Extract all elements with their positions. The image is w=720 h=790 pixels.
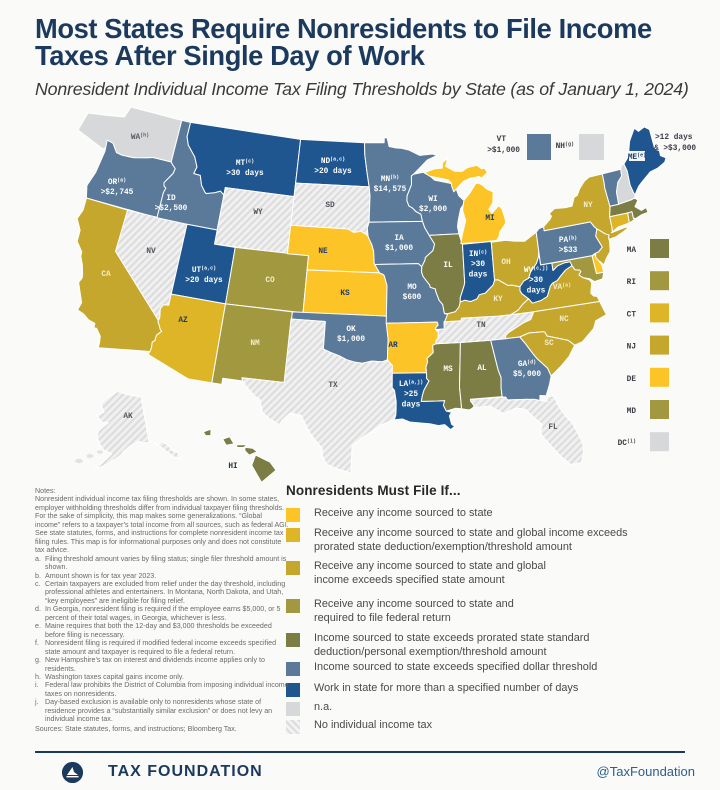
svg-text:AK: AK: [123, 413, 133, 421]
svg-text:SC: SC: [544, 340, 554, 348]
svg-text:>$2,745: >$2,745: [101, 189, 134, 197]
svg-text:$2,000: $2,000: [419, 206, 447, 214]
svg-text:days: days: [402, 401, 421, 409]
svg-text:$1,000: $1,000: [337, 336, 365, 344]
svg-text:MT(c): MT(c): [236, 159, 254, 169]
svg-text:days: days: [527, 287, 546, 295]
svg-text:AL: AL: [477, 365, 487, 373]
svg-text:>$33: >$33: [559, 247, 578, 255]
svg-text:>20 days: >20 days: [314, 168, 352, 176]
svg-text:GA(d): GA(d): [518, 360, 536, 370]
svg-text:TX: TX: [328, 382, 338, 390]
svg-text:VA(a): VA(a): [553, 283, 571, 293]
svg-text:MO: MO: [407, 284, 417, 292]
svg-text:MS: MS: [443, 366, 453, 374]
svg-text:KY: KY: [493, 296, 503, 304]
svg-text:MN(b): MN(b): [381, 175, 399, 185]
svg-text:UT(a,c): UT(a,c): [192, 266, 216, 276]
svg-text:IN(c): IN(c): [469, 250, 487, 260]
svg-text:NJ: NJ: [627, 344, 636, 352]
svg-text:>30 days: >30 days: [226, 170, 264, 178]
svg-text:NM: NM: [250, 340, 260, 348]
svg-text:KS: KS: [340, 290, 350, 298]
svg-text:NV: NV: [146, 248, 156, 256]
svg-text:WY: WY: [253, 209, 263, 217]
svg-text:WI: WI: [428, 196, 438, 204]
svg-text:days: days: [469, 271, 488, 279]
svg-text:>30: >30: [471, 261, 485, 269]
svg-text:>20 days: >20 days: [185, 277, 223, 285]
svg-text:LA(a,j): LA(a,j): [399, 380, 423, 390]
svg-text:>$2,500: >$2,500: [155, 205, 188, 213]
svg-text:RI: RI: [627, 279, 637, 287]
svg-text:NH(g): NH(g): [556, 142, 574, 152]
svg-text:OH: OH: [501, 259, 511, 267]
svg-text:NE: NE: [318, 248, 328, 256]
svg-text:IL: IL: [443, 262, 453, 270]
svg-text:MD: MD: [627, 408, 637, 416]
svg-text:WA(h): WA(h): [131, 133, 149, 143]
svg-text:TN: TN: [476, 322, 486, 330]
svg-text:AR: AR: [388, 342, 398, 350]
svg-text:>25: >25: [404, 391, 418, 399]
svg-text:>30: >30: [529, 277, 543, 285]
svg-text:CA: CA: [101, 271, 111, 279]
svg-text:>$1,000: >$1,000: [487, 147, 520, 155]
svg-text:AZ: AZ: [178, 317, 188, 325]
svg-text:MA: MA: [627, 247, 637, 255]
svg-text:& >$3,000: & >$3,000: [654, 145, 696, 153]
svg-text:WV(c,j): WV(c,j): [524, 266, 548, 276]
svg-text:IA: IA: [394, 235, 404, 243]
svg-text:SD: SD: [325, 202, 335, 210]
svg-text:>12 days: >12 days: [655, 134, 693, 142]
svg-text:$1,000: $1,000: [385, 245, 413, 253]
svg-text:NC: NC: [559, 316, 569, 324]
svg-text:ME(e): ME(e): [628, 153, 646, 163]
svg-text:DC(i): DC(i): [618, 439, 636, 449]
svg-text:VT: VT: [497, 136, 507, 144]
svg-text:OK: OK: [346, 326, 356, 334]
svg-text:ND(a,c): ND(a,c): [321, 157, 345, 167]
svg-text:$5,000: $5,000: [513, 371, 541, 379]
svg-text:$600: $600: [403, 294, 422, 302]
svg-text:$14,575: $14,575: [374, 186, 407, 194]
svg-text:DE: DE: [627, 376, 637, 384]
svg-text:CT: CT: [627, 311, 637, 319]
svg-text:CO: CO: [265, 277, 275, 285]
svg-text:OR(a): OR(a): [108, 178, 126, 188]
svg-text:MI: MI: [485, 215, 495, 223]
svg-text:ID: ID: [166, 195, 176, 203]
svg-text:HI: HI: [228, 463, 238, 471]
svg-text:PA(b): PA(b): [559, 236, 577, 246]
svg-text:FL: FL: [548, 424, 558, 432]
svg-text:NY: NY: [583, 202, 593, 210]
